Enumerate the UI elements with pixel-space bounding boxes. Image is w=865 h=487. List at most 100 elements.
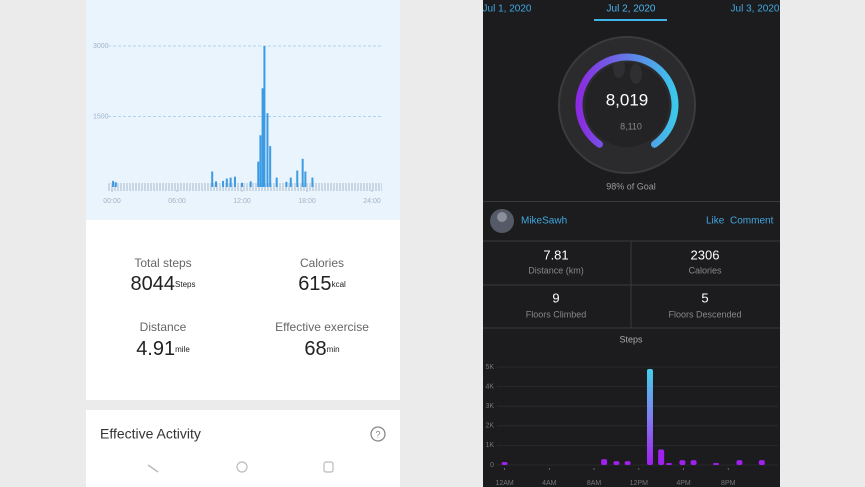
unit: kcal	[332, 280, 346, 289]
section-title: Effective Activity	[100, 426, 201, 442]
tile-value: 2306	[691, 247, 720, 262]
date-tab[interactable]: Jul 3, 2020	[731, 4, 780, 15]
x-tick-label: 4PM	[676, 480, 691, 487]
help-glyph: ?	[375, 429, 380, 439]
x-tick-label: 18:00	[298, 198, 316, 205]
bar	[269, 146, 272, 187]
x-tick-label: 06:00	[168, 198, 186, 205]
tile-label: Floors Climbed	[526, 309, 587, 319]
x-tick-label: 8PM	[721, 480, 736, 487]
icon	[147, 464, 159, 473]
goal-text: 98% of Goal	[606, 181, 656, 191]
x-tick-label: 12:00	[233, 198, 251, 205]
bar	[679, 460, 686, 465]
bar	[285, 181, 288, 187]
bar	[646, 368, 653, 465]
user-name[interactable]: MikeSawh	[521, 216, 567, 227]
date-tab[interactable]: Jul 1, 2020	[483, 4, 532, 15]
bar	[263, 46, 266, 187]
bar	[211, 171, 214, 187]
goal-value: 8,110	[620, 121, 642, 131]
chart-title: Steps	[619, 334, 643, 344]
y-tick-label: 3K	[485, 403, 494, 410]
bar	[233, 176, 236, 187]
bar	[229, 177, 232, 187]
steps-chart: 0 1K 2K 3K 4K 5K 12AM 4AM 8AM 12PM 4PM 8PM	[485, 364, 778, 487]
help-icon[interactable]	[370, 426, 386, 442]
footprint	[613, 58, 625, 78]
bar	[289, 177, 292, 187]
y-tick-label: 4K	[485, 383, 494, 390]
x-tick-label: 12AM	[495, 480, 513, 487]
x-tick-label: 24:00	[363, 198, 381, 205]
value: 4.91	[136, 338, 175, 360]
x-tick-label: 12PM	[630, 480, 648, 487]
bar	[658, 449, 665, 465]
right-app: Jul 1, 2020 Jul 2, 2020 Jul 3, 2020 8,01…	[483, 0, 780, 487]
y-tick-label: 5K	[485, 364, 494, 371]
bar	[501, 462, 508, 465]
left-app: Total steps 8044Steps Calories 615kcal D…	[86, 0, 400, 487]
tile-value: 9	[552, 290, 559, 305]
help-button[interactable]: ?	[370, 426, 386, 442]
ring-inner	[585, 63, 669, 147]
tile-value: 5	[701, 290, 708, 305]
y-tick-label: 0	[490, 462, 494, 469]
bar	[259, 135, 262, 187]
bar	[222, 180, 225, 187]
unit: mile	[175, 345, 190, 354]
bar	[736, 460, 743, 465]
y-tick-label: 1K	[485, 442, 494, 449]
value: 8044	[131, 273, 176, 295]
goal-ring	[575, 53, 679, 148]
value: 615	[298, 273, 331, 295]
action[interactable]: Like	[706, 216, 725, 227]
x-tick-label: 8AM	[587, 480, 602, 487]
bar	[758, 460, 765, 465]
bar	[311, 177, 314, 187]
y-tick-label: 2K	[485, 423, 494, 430]
x-tick-label: 00:00	[103, 198, 121, 205]
stat-label: Total steps	[134, 256, 191, 270]
bar	[241, 182, 243, 187]
bar	[690, 460, 697, 465]
x-tick-label: 4AM	[542, 480, 557, 487]
bar	[261, 88, 264, 187]
bar	[249, 181, 252, 187]
bar	[304, 171, 307, 187]
date-tabs: Jul 1, 2020 Jul 2, 2020 Jul 3, 2020	[483, 4, 780, 15]
stat-value: 615kcal	[298, 273, 346, 295]
stat-value: 68min	[304, 338, 339, 360]
avatar-head	[497, 212, 507, 222]
baseline-dots	[108, 183, 382, 191]
icon	[236, 461, 248, 473]
action[interactable]: Comment	[730, 216, 774, 227]
bar	[114, 182, 117, 187]
stat-label: Distance	[140, 320, 187, 334]
stat-label: Calories	[300, 256, 344, 270]
bar	[275, 177, 278, 187]
bar	[225, 178, 228, 187]
stats: Total steps 8044Steps Calories 615kcal D…	[131, 256, 370, 360]
tile-value: 7.81	[543, 247, 568, 262]
bar	[215, 181, 217, 187]
tile-grid	[483, 240, 780, 329]
tile-label: Distance (km)	[528, 265, 584, 275]
icon	[323, 461, 334, 473]
tile-label: Calories	[688, 265, 722, 275]
unit: Steps	[175, 280, 195, 289]
date-tab[interactable]: Jul 2, 2020	[607, 4, 656, 15]
activity-panel	[86, 410, 400, 487]
hourly-chart: 1500 3000 00:00 06:00 12:00 18:00 24:00	[93, 43, 382, 205]
tiles: 7.81 Distance (km) 2306 Calories 9 Floor…	[526, 247, 742, 319]
bar	[624, 461, 631, 465]
unit: min	[327, 345, 340, 354]
tab-underline	[594, 19, 667, 21]
tile-label: Floors Descended	[668, 309, 741, 319]
bar	[301, 158, 304, 187]
bar	[266, 113, 269, 187]
stat-value: 4.91mile	[136, 338, 190, 360]
stats-panel	[86, 220, 400, 400]
